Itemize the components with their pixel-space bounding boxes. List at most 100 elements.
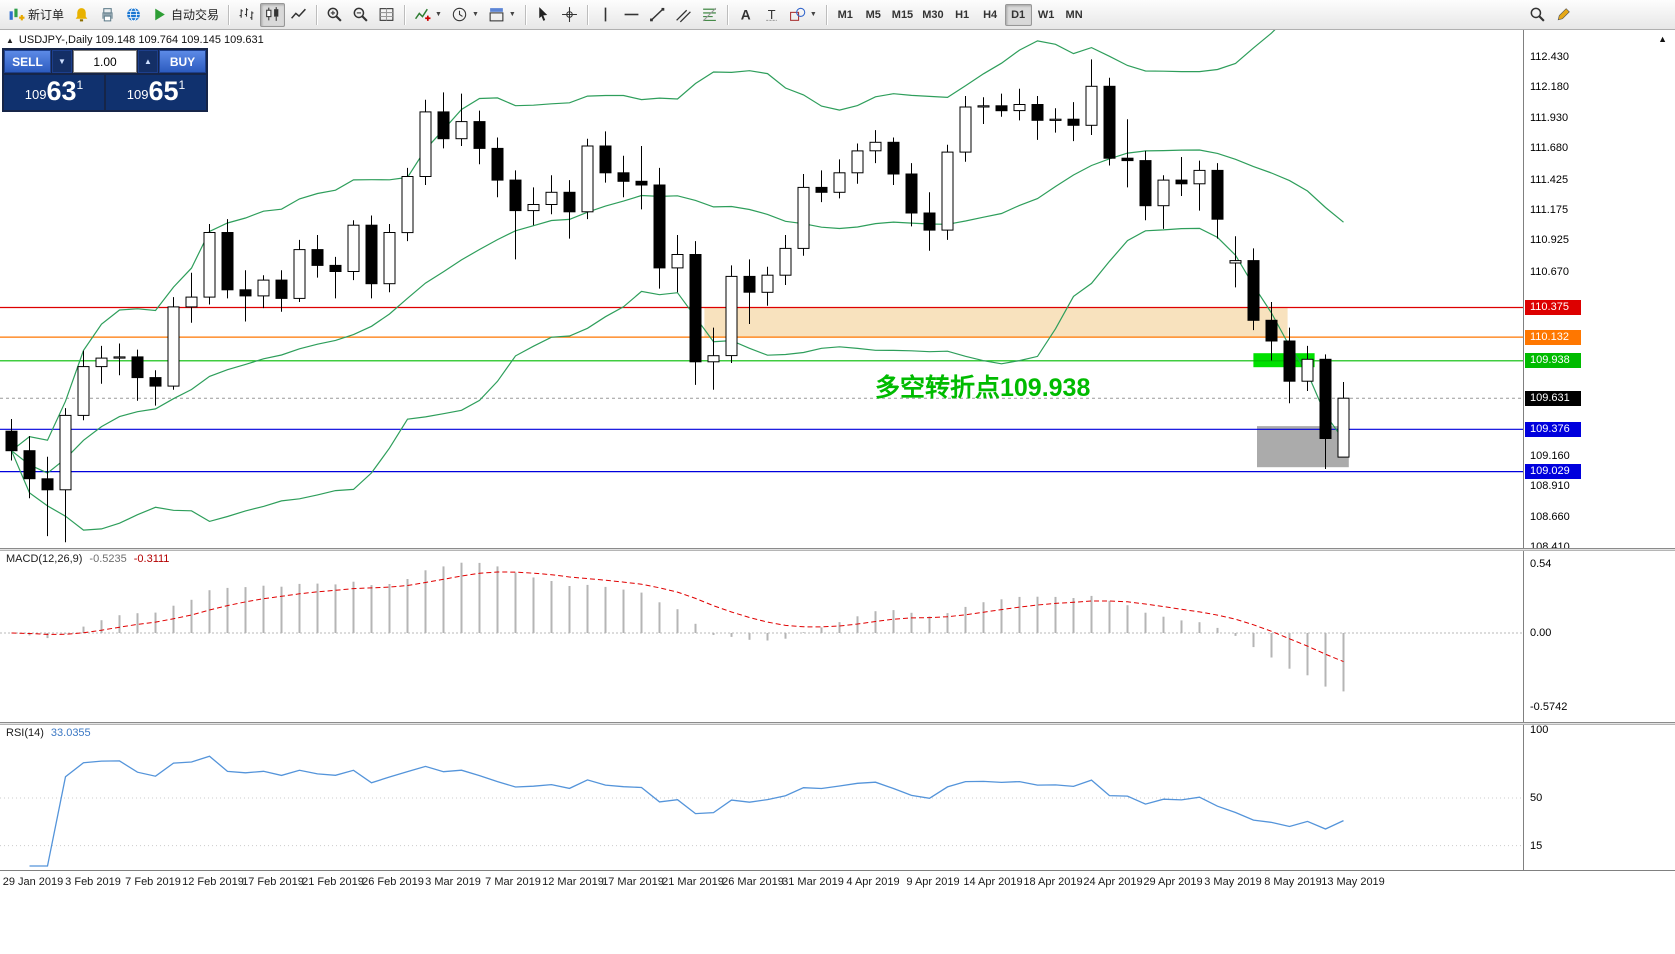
candle-body: [95, 357, 108, 368]
sell-button[interactable]: SELL: [4, 50, 51, 73]
date-label: 13 May 2019: [1321, 876, 1385, 888]
volume-increase-button[interactable]: ▲: [138, 50, 158, 73]
price-scale[interactable]: 112.430 112.180 111.930 111.680 111.425 111.1…: [1523, 30, 1675, 870]
cursor-button[interactable]: [531, 3, 556, 27]
search-button[interactable]: [1525, 3, 1550, 27]
play-icon: [151, 6, 168, 23]
buy-price-prefix: 109: [126, 87, 149, 102]
templates-button[interactable]: ▼: [484, 3, 520, 27]
dropdown-caret-icon: ▼: [809, 11, 817, 18]
zoom-out-button[interactable]: [348, 3, 373, 27]
fibonacci-button[interactable]: [697, 3, 722, 27]
symbol-ohlc-info: ▲ USDJPY-,Daily 109.148 109.764 109.145 …: [6, 34, 264, 46]
scale-scroll-icon[interactable]: ▲: [1658, 34, 1667, 44]
candle-body: [653, 184, 666, 269]
equidistant-channel-button[interactable]: [671, 3, 696, 27]
candle-body: [167, 306, 180, 387]
horizontal-line-button[interactable]: [619, 3, 644, 27]
volume-decrease-button[interactable]: ▼: [52, 50, 72, 73]
text-label-button[interactable]: T: [759, 3, 784, 27]
macd-title: MACD(12,26,9): [6, 553, 83, 565]
candle-body: [1013, 104, 1026, 112]
date-label: 29 Jan 2019: [2, 876, 64, 888]
sell-price-big: 63: [46, 76, 77, 106]
community-button[interactable]: [121, 3, 146, 27]
target-box[interactable]: [1257, 426, 1349, 468]
timeframe-mn-button[interactable]: MN: [1061, 4, 1088, 26]
candle-body: [1337, 397, 1350, 458]
toolbar-group-zoom: [322, 3, 399, 27]
text-button[interactable]: A: [733, 3, 758, 27]
edit-button[interactable]: [1551, 3, 1576, 27]
zoom-in-button[interactable]: [322, 3, 347, 27]
chart-canvas[interactable]: [0, 0, 1523, 870]
date-label: 4 Apr 2019: [846, 876, 900, 888]
candle-body: [671, 254, 684, 269]
new-order-button[interactable]: 新订单: [4, 3, 68, 27]
line-chart-button[interactable]: [286, 3, 311, 27]
buy-price[interactable]: 109 65 1: [106, 75, 206, 110]
timeframe-m1-button[interactable]: M1: [832, 4, 859, 26]
alerts-button[interactable]: [69, 3, 94, 27]
bar-chart-button[interactable]: [234, 3, 259, 27]
candle-body: [1265, 319, 1278, 342]
candle-body: [1301, 358, 1314, 382]
candle-body: [41, 478, 54, 491]
periods-button[interactable]: ▼: [447, 3, 483, 27]
timeframe-h1-button[interactable]: H1: [949, 4, 976, 26]
vertical-line-button[interactable]: [593, 3, 618, 27]
toolbar-group-chart-type: [234, 2, 311, 27]
buy-button[interactable]: BUY: [159, 50, 206, 73]
print-button[interactable]: [95, 3, 120, 27]
indicators-button[interactable]: ▼: [410, 3, 446, 27]
date-label: 17 Feb 2019: [242, 876, 304, 888]
trendline-button[interactable]: [645, 3, 670, 27]
macd-window-splitter[interactable]: [0, 548, 1675, 551]
rsi-axis-tick: 100: [1530, 724, 1549, 736]
toolbar: 新订单 自动交易 ▼ ▼ ▼ A T ▼ M1 M5 M15 M30 H1 H4 D1 W1 MN: [0, 0, 1675, 30]
toolbar-group-trade: 新订单 自动交易: [4, 3, 223, 27]
shapes-button[interactable]: ▼: [785, 3, 821, 27]
print-icon: [99, 6, 116, 23]
time-axis[interactable]: 29 Jan 2019 3 Feb 2019 7 Feb 2019 12 Feb 20…: [0, 870, 1675, 894]
candle-body: [1157, 179, 1170, 207]
timeframe-m5-button[interactable]: M5: [860, 4, 887, 26]
fibo-icon: [701, 6, 718, 23]
candle-body: [1211, 169, 1224, 220]
supply-zone[interactable]: [704, 307, 1288, 338]
toolbar-group-insert: ▼ ▼ ▼: [410, 3, 520, 27]
chart-annotation[interactable]: 多空转折点109.938: [875, 374, 1091, 402]
candle-body: [851, 150, 864, 174]
rsi-window-splitter[interactable]: [0, 722, 1675, 725]
svg-text:T: T: [768, 7, 776, 22]
price-tag-109.631: 109.631: [1525, 391, 1581, 406]
toolbar-group-timeframes: M1 M5 M15 M30 H1 H4 D1 W1 MN: [832, 3, 1088, 26]
candlestick-chart-button[interactable]: [260, 2, 286, 27]
price-tag-110.375: 110.375: [1525, 300, 1581, 315]
toolbar-button-label: 新订单: [28, 8, 65, 22]
timeframe-d1-button[interactable]: D1: [1004, 3, 1032, 26]
toolbar-button-label: H1: [955, 8, 970, 21]
alert-icon: [73, 6, 90, 23]
sell-price-pipette: 1: [76, 78, 84, 92]
new-order-icon: [8, 6, 25, 23]
toolbar-separator: [524, 4, 526, 25]
date-label: 26 Mar 2019: [722, 876, 784, 888]
label-t-icon: T: [763, 6, 780, 23]
timeframe-w1-button[interactable]: W1: [1033, 4, 1060, 26]
timeframe-h4-button[interactable]: H4: [977, 4, 1004, 26]
candle-body: [365, 224, 378, 285]
timeframe-m30-button[interactable]: M30: [918, 4, 947, 26]
crosshair-button[interactable]: [557, 3, 582, 27]
zoom-out-icon: [352, 6, 369, 23]
candle-body: [59, 414, 72, 491]
autotrading-button[interactable]: 自动交易: [147, 3, 223, 27]
candle-body: [1139, 160, 1152, 207]
volume-input[interactable]: [73, 50, 137, 73]
rsi-line: [29, 755, 1344, 867]
toolbar-separator: [586, 4, 588, 25]
sell-price[interactable]: 109 63 1: [4, 75, 104, 110]
timeframe-m15-button[interactable]: M15: [888, 4, 917, 26]
tile-windows-button[interactable]: [374, 3, 399, 27]
